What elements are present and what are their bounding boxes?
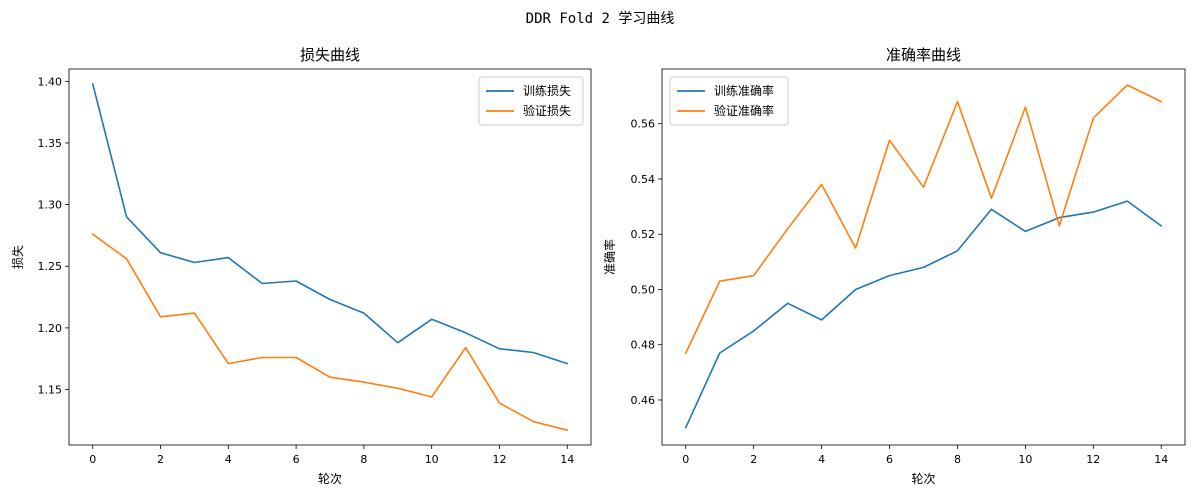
series-line bbox=[684, 200, 1162, 429]
chart-title: 准确率曲线 bbox=[886, 46, 961, 64]
x-tick-label: 14 bbox=[1154, 453, 1168, 466]
plot-frame bbox=[68, 68, 592, 446]
legend-box bbox=[669, 76, 789, 126]
x-tick-label: 2 bbox=[157, 453, 164, 466]
x-axis-label: 轮次 bbox=[318, 472, 342, 486]
x-tick-label: 0 bbox=[682, 453, 689, 466]
legend-label: 训练损失 bbox=[523, 83, 571, 98]
y-tick-label: 1.20 bbox=[38, 322, 63, 335]
x-tick-label: 14 bbox=[560, 453, 574, 466]
series-line bbox=[684, 84, 1162, 354]
x-axis-label: 轮次 bbox=[911, 472, 935, 486]
x-tick-label: 4 bbox=[818, 453, 825, 466]
y-tick-label: 1.35 bbox=[38, 137, 63, 150]
x-tick-label: 2 bbox=[750, 453, 757, 466]
legend-label: 训练准确率 bbox=[714, 83, 774, 98]
legend-box bbox=[478, 76, 584, 126]
x-tick-label: 8 bbox=[360, 453, 367, 466]
accuracy-chart-panel: 准确率曲线 0 2 4 6 8 10 12 14 0.46 0.48 0.50 0.52 0.54 0.56… bbox=[602, 46, 1186, 486]
x-tick-label: 0 bbox=[89, 453, 96, 466]
x-tick-label: 6 bbox=[293, 453, 300, 466]
x-tick-label: 12 bbox=[492, 453, 506, 466]
figure-suptitle: DDR Fold 2 学习曲线 bbox=[526, 11, 675, 27]
x-tick-label: 10 bbox=[425, 453, 439, 466]
y-tick-label: 0.50 bbox=[631, 283, 656, 296]
y-axis-label: 准确率 bbox=[602, 239, 617, 275]
y-axis-label: 损失 bbox=[10, 245, 25, 269]
y-tick-label: 1.15 bbox=[38, 384, 63, 397]
legend-label: 验证准确率 bbox=[714, 103, 774, 118]
legend-label: 验证损失 bbox=[523, 103, 571, 118]
y-tick-label: 1.30 bbox=[38, 199, 63, 212]
x-tick-label: 12 bbox=[1086, 453, 1100, 466]
x-tick-label: 4 bbox=[225, 453, 232, 466]
series-line bbox=[91, 233, 569, 432]
chart-title: 损失曲线 bbox=[300, 46, 360, 64]
x-tick-label: 6 bbox=[886, 453, 893, 466]
x-tick-label: 10 bbox=[1018, 453, 1032, 466]
plot-frame bbox=[661, 68, 1186, 446]
y-tick-label: 1.40 bbox=[38, 75, 63, 88]
y-tick-label: 0.46 bbox=[631, 394, 656, 407]
y-tick-label: 1.25 bbox=[38, 260, 63, 273]
y-tick-label: 0.54 bbox=[631, 173, 656, 186]
y-tick-label: 0.48 bbox=[631, 339, 656, 352]
y-tick-label: 0.56 bbox=[631, 118, 656, 131]
y-tick-label: 0.52 bbox=[631, 228, 656, 241]
series-line bbox=[91, 83, 569, 365]
x-tick-label: 8 bbox=[954, 453, 961, 466]
loss-chart-panel: 损失曲线 0 2 4 6 8 10 12 14 1.15 1.20 1.25 1.30 1.35 1.40 轮… bbox=[10, 46, 592, 486]
